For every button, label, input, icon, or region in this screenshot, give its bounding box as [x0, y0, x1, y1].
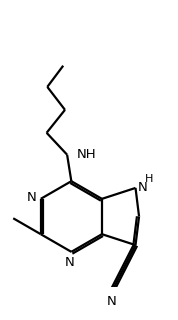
Text: N: N	[26, 191, 36, 204]
Text: NH: NH	[77, 148, 97, 161]
Text: N: N	[138, 181, 148, 195]
Text: H: H	[145, 174, 153, 184]
Text: N: N	[65, 256, 74, 269]
Text: N: N	[107, 295, 116, 308]
